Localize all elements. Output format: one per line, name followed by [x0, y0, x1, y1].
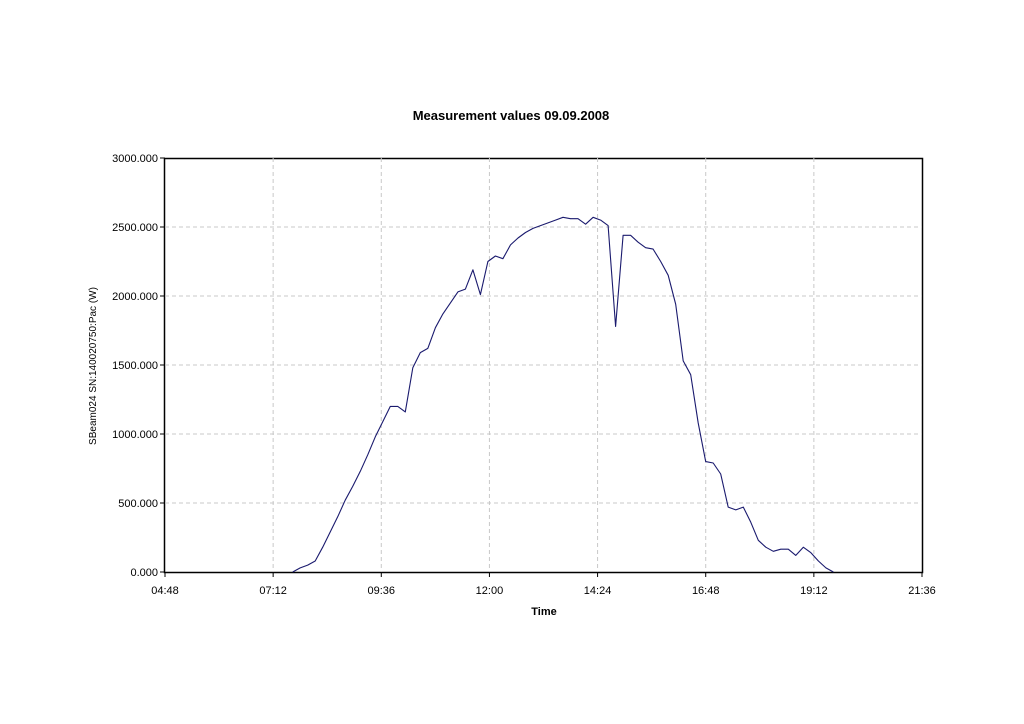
x-tick-label: 21:36	[908, 585, 936, 597]
x-tick-label: 07:12	[259, 585, 287, 597]
x-axis-title: Time	[531, 606, 556, 618]
x-tick-label: 16:48	[692, 585, 720, 597]
gridlines	[165, 158, 922, 572]
y-tick-label: 2000.000	[112, 291, 158, 303]
series-line	[292, 216, 834, 573]
x-tick-label: 04:48	[151, 585, 179, 597]
x-tick-label: 09:36	[368, 585, 396, 597]
x-tick-label: 12:00	[476, 585, 504, 597]
y-axis-title: SBeam024 SN:140020750:Pac (W)	[88, 287, 99, 445]
x-tick-label: 14:24	[584, 585, 612, 597]
y-tick-label: 1000.000	[112, 429, 158, 441]
y-axis-tick-labels: 0.000 500.000 1000.000 1500.000 2000.000 2500…	[112, 153, 158, 579]
tick-marks	[160, 157, 923, 577]
x-axis-tick-labels: 04:48 07:12 09:36 12:00 14:24 16:48 19:12 21:36	[151, 585, 936, 597]
y-tick-label: 0.000	[130, 567, 158, 579]
y-tick-label: 3000.000	[112, 153, 158, 165]
y-tick-label: 2500.000	[112, 222, 158, 234]
x-tick-label: 19:12	[800, 585, 828, 597]
y-tick-label: 1500.000	[112, 360, 158, 372]
y-tick-label: 500.000	[118, 498, 158, 510]
chart-title: Measurement values 09.09.2008	[413, 108, 610, 123]
